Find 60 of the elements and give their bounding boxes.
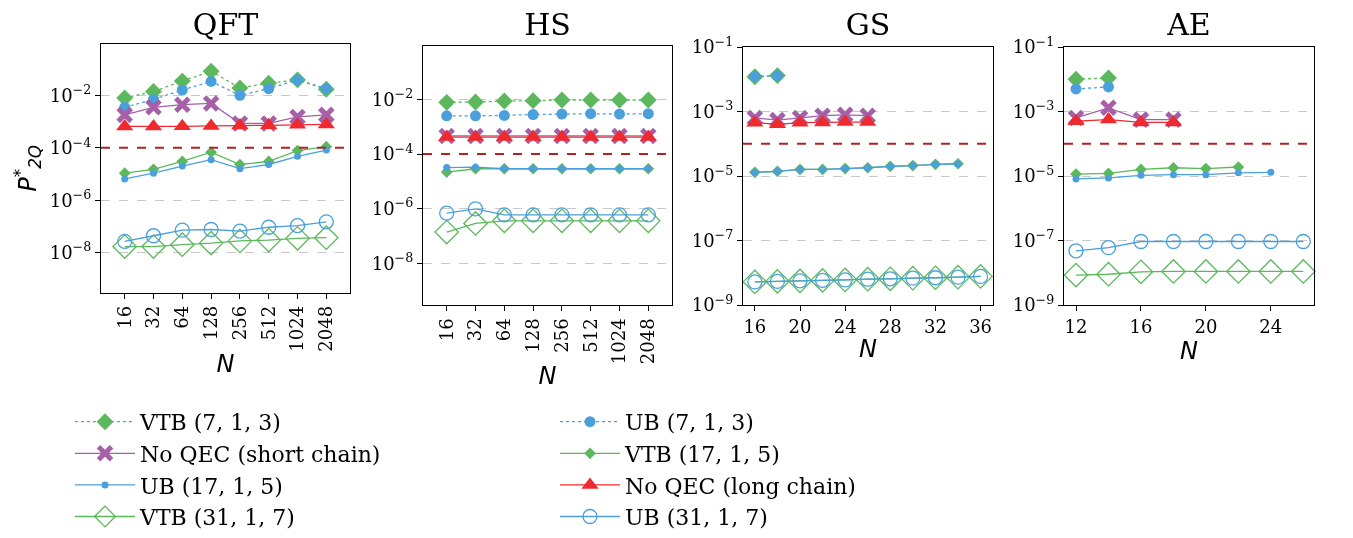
x-tick-label: 16 — [435, 318, 457, 342]
x-tick-label: 1024 — [608, 318, 630, 365]
legend-label: UB (7, 1, 3) — [625, 410, 754, 436]
x-tick-label: 128 — [521, 318, 543, 353]
x-tick-label: 64 — [171, 305, 193, 329]
y-tick-label: 10$^{−9}$ — [691, 291, 734, 316]
y-tick-label: 10$^{−3}$ — [691, 98, 734, 122]
y-tick-label: 10$^{−8}$ — [371, 250, 414, 274]
y-tick-label: 10$^{−2}$ — [371, 86, 414, 110]
x-tick-label: 256 — [228, 305, 250, 341]
x-tick-label: 2048 — [637, 318, 659, 365]
legend-label: No QEC (long chain) — [625, 473, 856, 499]
chart-title: AE — [1166, 6, 1211, 42]
x-tick-label: 16 — [743, 315, 767, 337]
x-tick-label: 32 — [142, 305, 164, 329]
y-tick-label: 10$^{−7}$ — [691, 227, 734, 251]
x-tick-label: 28 — [878, 315, 902, 337]
y-tick-label: 10$^{−7}$ — [1012, 227, 1055, 251]
y-tick-label: 10$^{−6}$ — [371, 195, 414, 220]
y-tick-label: 10$^{−8}$ — [49, 239, 92, 263]
legend-label: VTB (7, 1, 3) — [139, 410, 281, 436]
y-tick-label: 10$^{−3}$ — [1012, 98, 1055, 122]
x-tick-label: 256 — [550, 318, 572, 353]
legend-label: VTB (31, 1, 7) — [139, 505, 295, 531]
y-tick-label: 10$^{−5}$ — [691, 162, 734, 187]
x-tick-label: 1024 — [286, 305, 308, 352]
y-tick-label: 10$^{−4}$ — [49, 134, 92, 159]
x-tick-label: 512 — [579, 318, 601, 353]
legend-label: VTB (17, 1, 5) — [624, 441, 780, 467]
x-tick-label: 24 — [1259, 315, 1283, 337]
x-tick-label: 32 — [464, 318, 486, 342]
x-tick-label: 12 — [1064, 315, 1088, 337]
x-axis-title: N — [1180, 336, 1199, 365]
y-tick-label: 10$^{−9}$ — [1012, 291, 1055, 316]
x-tick-label: 128 — [199, 305, 221, 341]
chart-title: HS — [524, 6, 571, 42]
y-tick-label: 10$^{−1}$ — [691, 33, 734, 58]
x-axis-title: N — [859, 335, 878, 363]
x-tick-label: 2048 — [315, 305, 337, 352]
y-tick-label: 10$^{−5}$ — [1012, 162, 1055, 187]
x-axis-title: N — [538, 362, 557, 391]
legend-label: UB (17, 1, 5) — [140, 473, 283, 499]
x-tick-label: 512 — [257, 305, 279, 341]
x-tick-label: 16 — [1129, 315, 1153, 337]
y-tick-label: 10$^{−4}$ — [371, 140, 414, 165]
x-tick-label: 20 — [788, 315, 812, 337]
legend-label: No QEC (short chain) — [140, 441, 381, 467]
y-tick-label: 10$^{−6}$ — [49, 186, 92, 211]
y-tick-label: 10$^{−1}$ — [1012, 33, 1055, 58]
x-tick-label: 64 — [493, 318, 515, 342]
chart-title: QFT — [192, 6, 259, 42]
x-tick-label: 36 — [969, 315, 993, 337]
x-tick-label: 32 — [923, 315, 947, 337]
x-tick-label: 24 — [833, 315, 857, 337]
chart-title: GS — [845, 6, 891, 42]
x-tick-label: 20 — [1194, 315, 1218, 337]
legend-label: UB (31, 1, 7) — [625, 505, 768, 531]
y-tick-label: 10$^{−2}$ — [49, 82, 92, 106]
x-tick-label: 16 — [113, 305, 135, 329]
x-axis-title: N — [216, 349, 235, 378]
